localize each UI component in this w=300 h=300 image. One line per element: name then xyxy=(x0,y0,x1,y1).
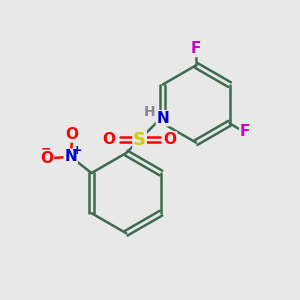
Text: O: O xyxy=(66,127,79,142)
Text: S: S xyxy=(133,130,146,148)
Text: +: + xyxy=(72,144,83,157)
Text: O: O xyxy=(40,151,53,166)
Text: F: F xyxy=(240,124,250,139)
Text: F: F xyxy=(191,41,201,56)
Text: −: − xyxy=(41,142,52,155)
Text: N: N xyxy=(64,149,77,164)
Text: N: N xyxy=(156,111,169,126)
Text: O: O xyxy=(164,132,177,147)
Text: H: H xyxy=(143,105,155,119)
Text: O: O xyxy=(103,132,116,147)
